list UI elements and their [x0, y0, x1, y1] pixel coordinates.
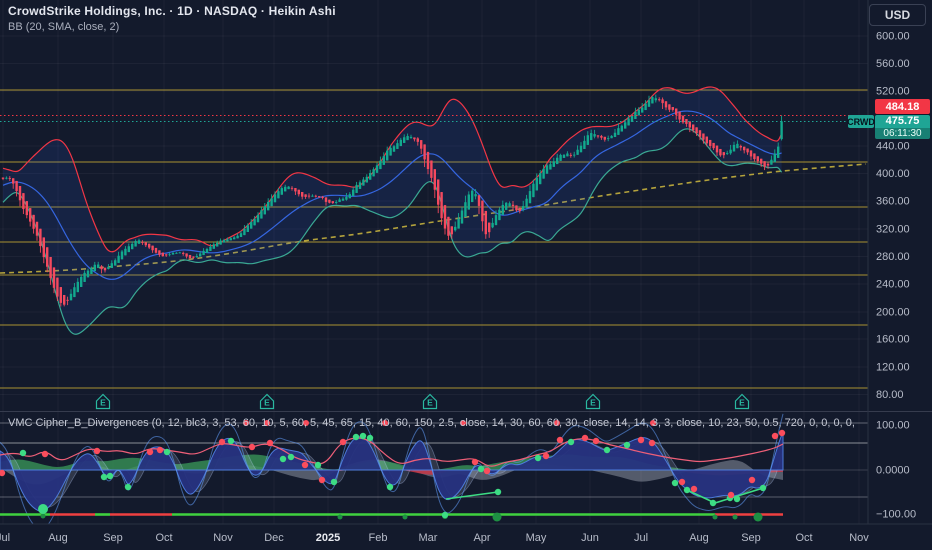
svg-text:E: E [739, 398, 745, 408]
earnings-icon: E [422, 393, 438, 410]
svg-text:Feb: Feb [369, 532, 388, 544]
last-price-label: 475.75 06:11:30 [875, 115, 930, 139]
svg-text:Mar: Mar [419, 532, 438, 544]
earnings-icon: E [734, 393, 750, 410]
svg-text:80.00: 80.00 [876, 389, 904, 401]
svg-text:Sep: Sep [741, 532, 761, 544]
svg-text:100.00: 100.00 [876, 420, 910, 432]
svg-text:120.00: 120.00 [876, 362, 910, 374]
svg-text:Oct: Oct [155, 532, 172, 544]
symbol-legend[interactable]: CrowdStrike Holdings, Inc. · 1D · NASDAQ… [8, 4, 336, 18]
bar-countdown: 06:11:30 [875, 128, 930, 139]
svg-text:560.00: 560.00 [876, 58, 910, 70]
svg-text:440.00: 440.00 [876, 141, 910, 153]
currency-toggle-button[interactable]: USD [869, 4, 926, 26]
last-price-value: 475.75 [885, 115, 920, 127]
svg-text:E: E [427, 398, 433, 408]
chart-legend: CrowdStrike Holdings, Inc. · 1D · NASDAQ… [8, 4, 336, 33]
svg-text:600.00: 600.00 [876, 31, 910, 43]
high-price-label: 484.18 [875, 99, 930, 114]
svg-text:Apr: Apr [473, 532, 490, 544]
svg-text:Aug: Aug [48, 532, 68, 544]
svg-text:200.00: 200.00 [876, 307, 910, 319]
svg-text:E: E [264, 398, 270, 408]
svg-text:0.0000: 0.0000 [876, 465, 910, 477]
svg-text:320.00: 320.00 [876, 224, 910, 236]
svg-text:280.00: 280.00 [876, 251, 910, 263]
earnings-icon: E [259, 393, 275, 410]
svg-text:E: E [100, 398, 106, 408]
svg-text:160.00: 160.00 [876, 334, 910, 346]
svg-text:−100.00: −100.00 [876, 509, 916, 521]
svg-text:E: E [590, 398, 596, 408]
ticker-price-tag: CRWD [847, 115, 875, 128]
svg-text:240.00: 240.00 [876, 279, 910, 291]
svg-text:Dec: Dec [264, 532, 284, 544]
vmc-cipher-indicator-legend[interactable]: VMC Cipher_B_Divergences (0, 12, blc3, 3… [8, 417, 858, 429]
earnings-icon: E [95, 393, 111, 410]
time-axis: Jul Aug Sep Oct Nov Dec 2025 Feb Mar Apr May Jun Jul… [0, 532, 869, 544]
svg-text:Nov: Nov [849, 532, 869, 544]
svg-text:May: May [526, 532, 547, 544]
svg-text:Jul: Jul [634, 532, 648, 544]
price-axis: 600.00 560.00 520.00 440.00 400.00 360.00 320.… [876, 31, 916, 521]
svg-text:Jun: Jun [581, 532, 599, 544]
earnings-icon: E [585, 393, 601, 410]
bb-indicator-legend[interactable]: BB (20, SMA, close, 2) [8, 21, 120, 33]
svg-text:Jul: Jul [0, 532, 10, 544]
svg-text:2025: 2025 [316, 532, 340, 544]
svg-text:520.00: 520.00 [876, 86, 910, 98]
svg-text:Nov: Nov [213, 532, 233, 544]
svg-text:400.00: 400.00 [876, 168, 910, 180]
svg-text:Sep: Sep [103, 532, 123, 544]
svg-text:Oct: Oct [795, 532, 812, 544]
svg-text:360.00: 360.00 [876, 196, 910, 208]
svg-text:Aug: Aug [689, 532, 709, 544]
